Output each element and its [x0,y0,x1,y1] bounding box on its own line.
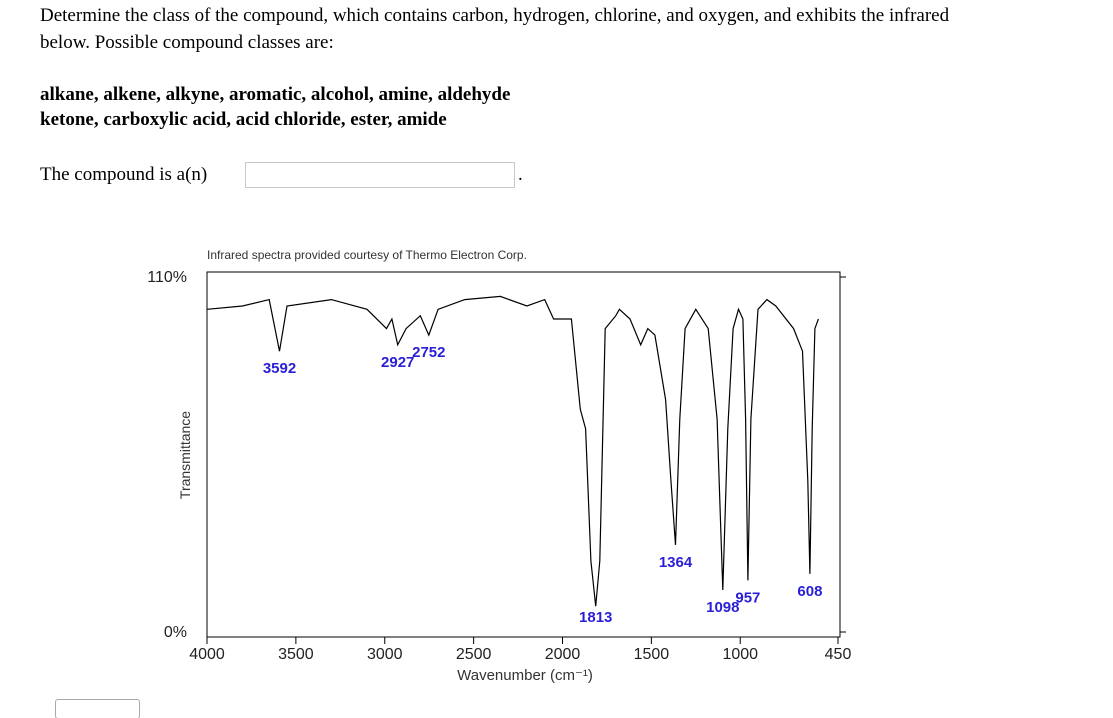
x-axis-label: Wavenumber (cm⁻¹) [457,667,593,684]
class-line: ketone, carboxylic acid, acid chloride, … [40,109,447,130]
answer-input[interactable] [245,162,515,188]
button[interactable] [55,699,140,718]
prompt-line: below. Possible compound classes are: [40,32,334,53]
x-tick-label: 2000 [545,646,581,663]
peak-label: 608 [797,583,822,600]
x-tick-label: 2500 [456,646,492,663]
peak-label: 1813 [579,609,612,626]
x-tick-label: 1500 [634,646,670,663]
peak-label: 2752 [412,344,445,361]
class-line: alkane, alkene, alkyne, aromatic, alcoho… [40,84,511,105]
x-tick-label: 3000 [367,646,403,663]
x-tick-label: 4000 [189,646,225,663]
prompt-line: Determine the class of the compound, whi… [40,5,950,26]
plot-frame [206,271,841,638]
x-tick-label: 450 [825,646,852,663]
answer-label: The compound is a(n) [40,164,208,185]
x-tick-label: 1000 [722,646,758,663]
chart-title: Infrared spectra provided courtesy of Th… [207,248,527,262]
y-tick-label: 110% [147,269,187,286]
y-axis-label: Transmittance [177,411,193,499]
x-tick-label: 3500 [278,646,314,663]
peak-label: 3592 [263,360,296,377]
peak-label: 1364 [659,554,693,571]
peak-label: 957 [735,589,760,606]
y-tick-label: 0% [164,624,187,641]
spectrum-line [206,295,819,607]
peak-label: 1098 [706,599,739,616]
answer-suffix: . [518,164,523,185]
peak-label: 2927 [381,354,414,371]
